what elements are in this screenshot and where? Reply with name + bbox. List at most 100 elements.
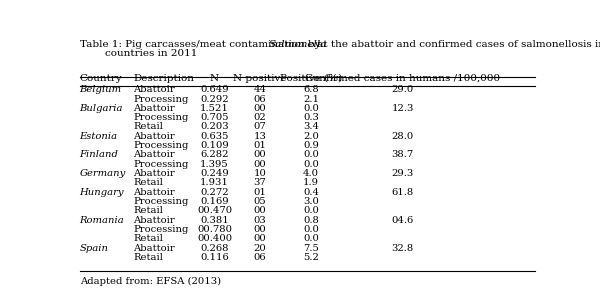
Text: 00: 00 [253,160,266,169]
Text: 0.0: 0.0 [303,234,319,243]
Text: 38.7: 38.7 [392,150,414,160]
Text: 0.8: 0.8 [303,216,319,225]
Text: Processing: Processing [133,94,188,104]
Text: 1.9: 1.9 [303,178,319,187]
Text: N: N [210,74,219,83]
Text: 0.268: 0.268 [200,244,229,253]
Text: Table 1: Pig carcasses/meat contamination by: Table 1: Pig carcasses/meat contaminatio… [80,40,323,49]
Text: 00.400: 00.400 [197,234,232,243]
Text: Belgium: Belgium [80,85,122,94]
Text: at the abattoir and confirmed cases of salmonellosis in human in selected: at the abattoir and confirmed cases of s… [314,40,600,49]
Text: Finland: Finland [80,150,119,160]
Text: 2.1: 2.1 [303,94,319,104]
Text: N positive: N positive [233,74,287,83]
Text: Abattoir: Abattoir [133,150,175,160]
Text: Romania: Romania [80,216,124,225]
Text: Salmonella: Salmonella [269,40,327,49]
Text: Retail: Retail [133,253,163,262]
Text: 00: 00 [253,206,266,215]
Text: 0.705: 0.705 [200,113,229,122]
Text: 0.0: 0.0 [303,160,319,169]
Text: Processing: Processing [133,225,188,234]
Text: 0.272: 0.272 [200,188,229,197]
Text: 01: 01 [253,141,266,150]
Text: 5.2: 5.2 [303,253,319,262]
Text: Retail: Retail [133,122,163,132]
Text: 02: 02 [253,113,266,122]
Text: Processing: Processing [133,197,188,206]
Text: 0.9: 0.9 [303,141,319,150]
Text: 0.0: 0.0 [303,104,319,113]
Text: 00: 00 [253,150,266,160]
Text: Abattoir: Abattoir [133,216,175,225]
Text: 1.521: 1.521 [200,104,229,113]
Text: Abattoir: Abattoir [133,85,175,94]
Text: 29.0: 29.0 [392,85,414,94]
Text: Positive (%): Positive (%) [280,74,342,83]
Text: 0.381: 0.381 [200,216,229,225]
Text: 6.8: 6.8 [303,85,319,94]
Text: Processing: Processing [133,160,188,169]
Text: 0.0: 0.0 [303,206,319,215]
Text: 06: 06 [254,94,266,104]
Text: 00: 00 [253,104,266,113]
Text: 12.3: 12.3 [392,104,414,113]
Text: 0.0: 0.0 [303,150,319,160]
Text: 0.203: 0.203 [200,122,229,132]
Text: countries in 2011: countries in 2011 [105,49,197,58]
Text: 0.649: 0.649 [200,85,229,94]
Text: Confirmed cases in humans /100,000: Confirmed cases in humans /100,000 [305,74,500,83]
Text: 0.249: 0.249 [200,169,229,178]
Text: 3.0: 3.0 [303,197,319,206]
Text: Abattoir: Abattoir [133,244,175,253]
Text: 0.3: 0.3 [303,113,319,122]
Text: Abattoir: Abattoir [133,104,175,113]
Text: Adapted from: EFSA (2013): Adapted from: EFSA (2013) [80,277,221,286]
Text: Retail: Retail [133,206,163,215]
Text: 07: 07 [253,122,266,132]
Text: 29.3: 29.3 [392,169,414,178]
Text: 05: 05 [253,197,266,206]
Text: Spain: Spain [80,244,109,253]
Text: Germany: Germany [80,169,126,178]
Text: 0.169: 0.169 [200,197,229,206]
Text: 00: 00 [253,225,266,234]
Text: 06: 06 [254,253,266,262]
Text: Estonia: Estonia [80,132,118,141]
Text: Bulgaria: Bulgaria [80,104,123,113]
Text: 00: 00 [253,234,266,243]
Text: Retail: Retail [133,178,163,187]
Text: Abattoir: Abattoir [133,169,175,178]
Text: 0.0: 0.0 [303,225,319,234]
Text: 7.5: 7.5 [303,244,319,253]
Text: 01: 01 [253,188,266,197]
Text: 6.282: 6.282 [200,150,229,160]
Text: 0.116: 0.116 [200,253,229,262]
Text: Abattoir: Abattoir [133,132,175,141]
Text: 28.0: 28.0 [392,132,414,141]
Text: 00.780: 00.780 [197,225,232,234]
Text: Country: Country [80,74,122,83]
Text: 10: 10 [253,169,266,178]
Text: 13: 13 [253,132,266,141]
Text: 0.635: 0.635 [200,132,229,141]
Text: 0.292: 0.292 [200,94,229,104]
Text: 00.470: 00.470 [197,206,232,215]
Text: 3.4: 3.4 [303,122,319,132]
Text: 1.931: 1.931 [200,178,229,187]
Text: 61.8: 61.8 [392,188,414,197]
Text: 37: 37 [253,178,266,187]
Text: 03: 03 [253,216,266,225]
Text: Processing: Processing [133,113,188,122]
Text: Retail: Retail [133,234,163,243]
Text: 0.4: 0.4 [303,188,319,197]
Text: Description: Description [133,74,194,83]
Text: 4.0: 4.0 [303,169,319,178]
Text: 20: 20 [253,244,266,253]
Text: Processing: Processing [133,141,188,150]
Text: 32.8: 32.8 [392,244,414,253]
Text: 2.0: 2.0 [303,132,319,141]
Text: 0.109: 0.109 [200,141,229,150]
Text: Abattoir: Abattoir [133,188,175,197]
Text: 04.6: 04.6 [392,216,414,225]
